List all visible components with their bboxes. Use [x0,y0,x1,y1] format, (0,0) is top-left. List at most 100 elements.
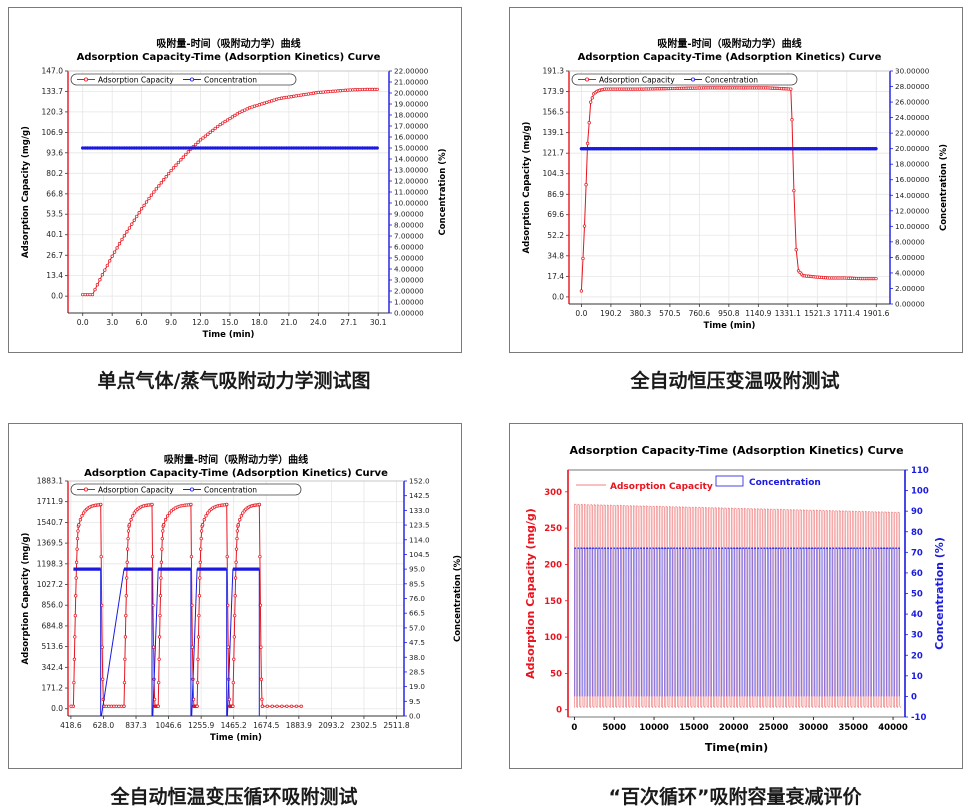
adsorption-capacity-point [165,514,170,518]
adsorption-capacity-point [233,613,237,618]
y2-tick-label: 70 [911,548,923,558]
adsorption-capacity-point [78,518,83,522]
concentration-cycle [812,547,815,697]
y2-tick-label: 0 [911,692,917,702]
x-tick-label: 1521.3 [804,309,830,318]
y2-tick-label: 2.00000 [394,287,424,296]
adsorption-capacity-point [81,511,86,515]
y2-tick-label: 2.00000 [895,284,925,293]
x-tick-label: 1711.4 [834,309,860,318]
concentration-cycle [668,547,672,697]
adsorption-capacity-point [115,246,119,250]
adsorption-capacity-point [156,704,160,708]
caption-isobaric-variable-temp: 全自动恒压变温吸附测试 [630,370,840,392]
y-tick-label: 191.3 [543,67,565,76]
adsorption-capacity-point [196,635,201,639]
x-axis-label: Time (min) [203,330,255,340]
x-tick-label: 24.0 [310,318,327,327]
legend-concentration-label: Concentration [749,478,821,488]
y2-tick-label: 19.0 [409,682,425,691]
y-tick-label: 513.6 [42,642,64,651]
adsorption-capacity-point [147,196,151,201]
adsorption-capacity-point [233,594,237,598]
legend-capacity-marker [84,487,89,492]
x-tick-label: 1901.6 [863,309,889,318]
y2-tick-label: 114.0 [409,535,430,544]
adsorption-capacity-point [169,168,173,173]
y2-axis-label: Concentration (%) [933,537,946,650]
adsorption-capacity-point [158,613,162,618]
y2-tick-label: 90 [911,507,923,517]
adsorption-capacity-point [139,207,144,211]
adsorption-capacity-point [196,140,200,144]
y2-tick-label: 40 [911,610,923,620]
y2-tick-label: 123.5 [409,521,430,530]
x-tick-label: 1674.5 [253,721,279,730]
adsorption-capacity-point [101,677,105,681]
concentration-cycle [672,547,675,697]
adsorption-capacity-point [124,613,128,618]
adsorption-capacity-point [127,523,132,527]
adsorption-capacity-point [204,514,208,518]
x-tick-label: 30000 [799,723,829,733]
x-tick-label: 9.0 [165,318,177,327]
concentration-cycle [704,547,707,697]
x-tick-label: 12.0 [192,318,209,327]
y-tick-label: 300 [544,488,562,498]
y2-axis-label: Concentration (%) [438,148,448,235]
concentration-cycle [633,547,636,697]
adsorption-capacity-point [108,259,112,263]
y-axis-label: Adsorption Capacity (mg/g) [522,121,532,253]
y2-tick-label: 10 [911,672,923,682]
adsorption-capacity-point [123,635,128,639]
adsorption-capacity-point [792,188,796,193]
y2-tick-label: 10.00000 [394,199,429,208]
adsorption-capacity-point [169,509,174,513]
adsorption-capacity-point [122,704,126,708]
y2-tick-label: 50 [911,590,923,600]
x-tick-label: 190.2 [600,309,622,318]
legend-concentration-marker [189,487,194,492]
y2-tick-label: 133.0 [409,506,430,515]
legend-concentration-label: Concentration [204,75,257,84]
adsorption-capacity-point [132,218,136,222]
legend-capacity-marker [585,77,590,82]
concentration-cycle [877,547,881,697]
panel-isothermal-pressure-cycling: 吸附量-时间（吸附动力学）曲线 Adsorption Capacity-Time … [8,423,462,769]
concentration-cycle [636,547,639,697]
y2-tick-label: 100 [911,487,929,497]
adsorption-capacity-point [195,704,199,708]
adsorption-capacity-point [589,100,593,104]
y2-tick-label: 4.00000 [895,268,925,277]
chart-title-cn: 吸附量-时间（吸附动力学）曲线 [164,453,308,466]
legend-concentration-label: Concentration [204,485,257,494]
y-tick-label: 100 [544,633,562,643]
concentration-cycle [773,547,776,697]
y2-tick-label: 38.0 [409,653,425,662]
adsorption-capacity-point [76,529,80,533]
adsorption-capacity-point [112,250,117,254]
adsorption-capacity-point [93,287,97,292]
adsorption-capacity-point [162,523,166,527]
x-tick-label: 418.6 [60,721,82,730]
x-tick-label: 15000 [679,723,709,733]
panel-single-point-kinetics: 吸附量-时间（吸附动力学）曲线 Adsorption Capacity-Time … [8,7,462,353]
concentration-cycle [770,547,773,697]
y2-tick-label: 152.0 [409,477,430,486]
concentration-cycle [629,547,632,697]
adsorption-capacity-point [211,128,215,133]
adsorption-capacity-point [235,536,239,541]
y2-tick-label: 15.00000 [394,144,429,153]
y-tick-label: 69.6 [547,210,564,219]
legend-capacity-label: Adsorption Capacity [599,75,675,84]
x-tick-label: 2511.8 [383,721,409,730]
y2-tick-label: 7.00000 [394,232,424,241]
caption-single-point-kinetics: 单点气体/蒸气吸附动力学测试图 [97,370,371,392]
adsorption-capacity-point [135,214,139,219]
adsorption-capacity-point [241,511,245,515]
y2-tick-label: 14.00000 [394,155,429,164]
y-tick-label: 0.0 [51,292,63,301]
y-tick-label: 53.5 [46,210,63,219]
adsorption-capacity-point [75,547,79,551]
adsorption-capacity-point [199,547,203,551]
